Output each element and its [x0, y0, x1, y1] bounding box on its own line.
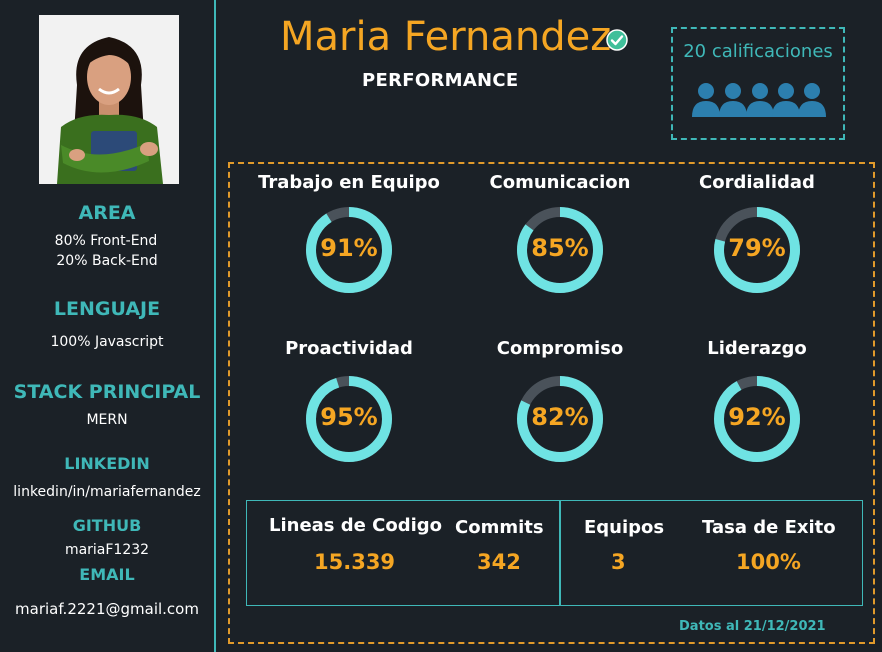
metric-title: Liderazgo: [707, 338, 807, 359]
area-title: AREA: [78, 202, 136, 224]
metric-title: Compromiso: [496, 338, 624, 359]
metric-value: 85%: [531, 234, 589, 262]
page-subtitle: PERFORMANCE: [362, 70, 519, 91]
lines-of-code-value: 15.339: [314, 550, 396, 574]
stats-box: [246, 500, 863, 606]
gauge-fill: [714, 376, 800, 462]
commits-label: Commits: [455, 517, 544, 538]
ratings-box[interactable]: 20 calificaciones: [671, 27, 845, 140]
gauge-fill: [306, 376, 392, 462]
language-title: LENGUAJE: [53, 298, 161, 320]
metric-title: Cordialidad: [699, 172, 815, 193]
sidebar: AREA 80% Front-End 20% Back-End LENGUAJE…: [0, 0, 216, 652]
github-link[interactable]: mariaF1232: [64, 542, 150, 558]
metric-value: 92%: [728, 403, 786, 431]
email-link[interactable]: mariaf.2221@gmail.com: [15, 600, 199, 618]
metric-value: 82%: [531, 403, 589, 431]
metrics-panel: [228, 162, 875, 644]
area-backend: 20% Back-End: [56, 253, 158, 269]
gauge-fill: [714, 207, 800, 293]
data-date-note: Datos al 21/12/2021: [679, 619, 826, 634]
success-rate-label: Tasa de Exito: [702, 517, 836, 538]
people-group-icon: [692, 83, 826, 117]
stats-divider: [559, 501, 561, 605]
gauge-fill: [517, 376, 603, 462]
metric-gauge: [714, 207, 800, 293]
metric-value: 95%: [320, 403, 378, 431]
avatar: [39, 15, 179, 184]
language-value: 100% Javascript: [50, 334, 164, 350]
linkedin-title: LINKEDIN: [64, 454, 150, 473]
metric-value: 91%: [320, 234, 378, 262]
gauge-fill: [306, 207, 392, 293]
linkedin-link[interactable]: linkedin/in/mariafernandez: [13, 484, 201, 500]
success-rate-value: 100%: [736, 550, 801, 574]
metric-gauge: [714, 376, 800, 462]
metric-value: 79%: [728, 234, 786, 262]
metric-gauge: [306, 376, 392, 462]
stack-title: STACK PRINCIPAL: [13, 381, 201, 403]
email-title: EMAIL: [79, 565, 135, 584]
lines-of-code-label: Lineas de Codigo: [269, 515, 443, 536]
metric-title: Comunicacion: [489, 172, 631, 193]
metric-gauge: [517, 376, 603, 462]
profile-name: Maria Fernandez: [280, 14, 612, 60]
gauge-fill: [517, 207, 603, 293]
check-circle-icon: [606, 29, 628, 51]
metric-gauge: [306, 207, 392, 293]
teams-value: 3: [611, 550, 626, 574]
metric-gauge: [517, 207, 603, 293]
metric-title: Trabajo en Equipo: [258, 172, 440, 193]
github-title: GITHUB: [72, 516, 142, 535]
area-frontend: 80% Front-End: [54, 233, 158, 249]
stack-value: MERN: [86, 412, 128, 428]
teams-label: Equipos: [584, 517, 665, 538]
commits-value: 342: [477, 550, 521, 574]
metric-title: Proactividad: [285, 338, 413, 359]
ratings-count: 20 calificaciones: [683, 41, 833, 62]
